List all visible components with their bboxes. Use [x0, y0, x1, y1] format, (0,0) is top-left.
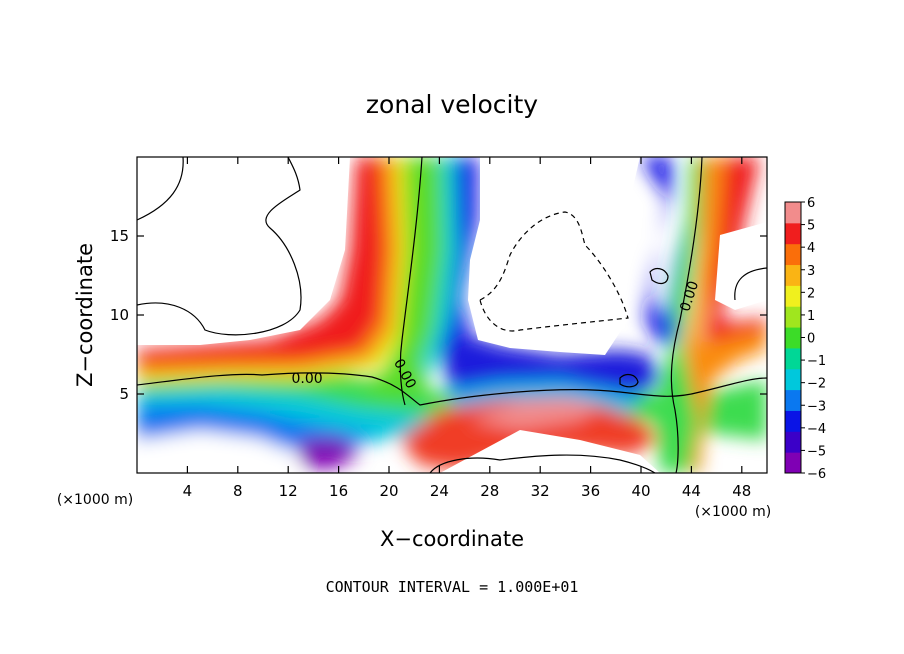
field-left-yellow-band [137, 157, 408, 384]
x-tick-label-8: 8 [233, 482, 243, 500]
colorbar-tick-label-7: −1 [807, 354, 826, 369]
colorbar-tick-label-6: 0 [807, 332, 815, 347]
contour-thin-right [734, 267, 767, 301]
colorbar-tick-label-11: −5 [807, 444, 826, 459]
field-bottom-purple-patch [300, 438, 360, 470]
colorbar-tick-label-3: 3 [807, 264, 815, 279]
x-axis-label: X−coordinate [380, 527, 524, 551]
field-lower-pink-lobe [470, 398, 600, 430]
y-tick-label-15: 15 [110, 227, 129, 245]
x-tick-label-12: 12 [279, 482, 298, 500]
contour-zero-central [399, 157, 423, 406]
contour-zero-horizontal [137, 372, 767, 406]
field-mid-blue-band [440, 335, 660, 395]
x-tick-label-20: 20 [379, 482, 398, 500]
x-tick-label-48: 48 [732, 482, 751, 500]
colorbar-segment-5 [785, 347, 801, 370]
colorbar-tick-label-9: −3 [807, 399, 826, 414]
contour-thin-upper-left [137, 157, 302, 336]
y-axis-ticks: 5 10 15 [110, 227, 767, 403]
colorbar-tick-label-10: −4 [807, 422, 826, 437]
contour-loop-right [649, 267, 669, 285]
contour-dashed-upper-center [479, 211, 629, 332]
field-bottom-left-white [137, 430, 300, 473]
blank-region-lower-center [440, 430, 660, 473]
y-axis-label: Z−coordinate [73, 243, 97, 387]
field-central-green-column [360, 157, 442, 395]
x-tick-label-40: 40 [631, 482, 650, 500]
plot-area [137, 157, 767, 473]
contour-lines [137, 157, 767, 473]
x-unit-left-label: (×1000 m) [57, 492, 133, 508]
colorbar-tick-label-8: −2 [807, 377, 826, 392]
colorbar-tick-label-2: 4 [807, 241, 815, 256]
contour-loop-mid [619, 373, 639, 388]
field-left-red-band [137, 157, 385, 365]
colorbar-segment-3 [785, 389, 801, 411]
chart-title: zonal velocity [366, 90, 538, 119]
colorbar-segment-2 [785, 410, 801, 432]
contour-thin-bottom [429, 454, 656, 473]
colorbar-segment-6 [785, 327, 801, 349]
x-tick-label-32: 32 [531, 482, 550, 500]
blank-region-upper-center [468, 157, 640, 355]
x-tick-label-28: 28 [480, 482, 499, 500]
blank-region-right [715, 222, 767, 310]
field-left-orange-band [137, 157, 398, 376]
colorbar-tick-label-12: −6 [807, 467, 826, 482]
y-tick-label-10: 10 [110, 306, 129, 324]
x-tick-label-24: 24 [430, 482, 449, 500]
field-central-blue-column [440, 157, 478, 350]
colorbar-tick-label-1: 5 [807, 219, 815, 234]
field-central-cyan-column [420, 157, 458, 380]
colorbar-segment-10 [785, 243, 801, 266]
colorbar-segment-4 [785, 368, 801, 391]
contour-zero-right [670, 157, 703, 473]
x-tick-label-36: 36 [581, 482, 600, 500]
y-tick-label-5: 5 [119, 385, 129, 403]
x-axis-ticks: 4 8 12 16 20 24 28 32 36 40 44 48 [183, 157, 751, 500]
colorbar-tick-label-0: 6 [807, 196, 815, 211]
colorbar-segment-7 [785, 306, 801, 328]
colorbar-tick-label-5: 1 [807, 309, 815, 324]
colorbar-segment-1 [785, 431, 801, 453]
contour-label-0: 0.00 [292, 371, 323, 387]
colorbar-segment-9 [785, 264, 801, 286]
field-right-orange-band [685, 157, 767, 473]
x-tick-label-4: 4 [183, 482, 193, 500]
colorbar-segment-8 [785, 285, 801, 307]
colorbar: 6 5 4 3 2 1 0 −1 −2 −3 −4 −5 −6 [784, 196, 826, 482]
contour-interval-note: CONTOUR INTERVAL = 1.000E+01 [326, 578, 579, 596]
x-tick-label-44: 44 [682, 482, 701, 500]
x-tick-label-16: 16 [329, 482, 348, 500]
blank-region-upper-left [137, 157, 350, 345]
colorbar-segment-11 [785, 222, 801, 245]
colorbar-tick-label-4: 2 [807, 286, 815, 301]
x-unit-right-label: (×1000 m) [695, 504, 771, 520]
colorbar-segment-0 [785, 452, 801, 474]
colorbar-segment-12 [785, 202, 801, 224]
